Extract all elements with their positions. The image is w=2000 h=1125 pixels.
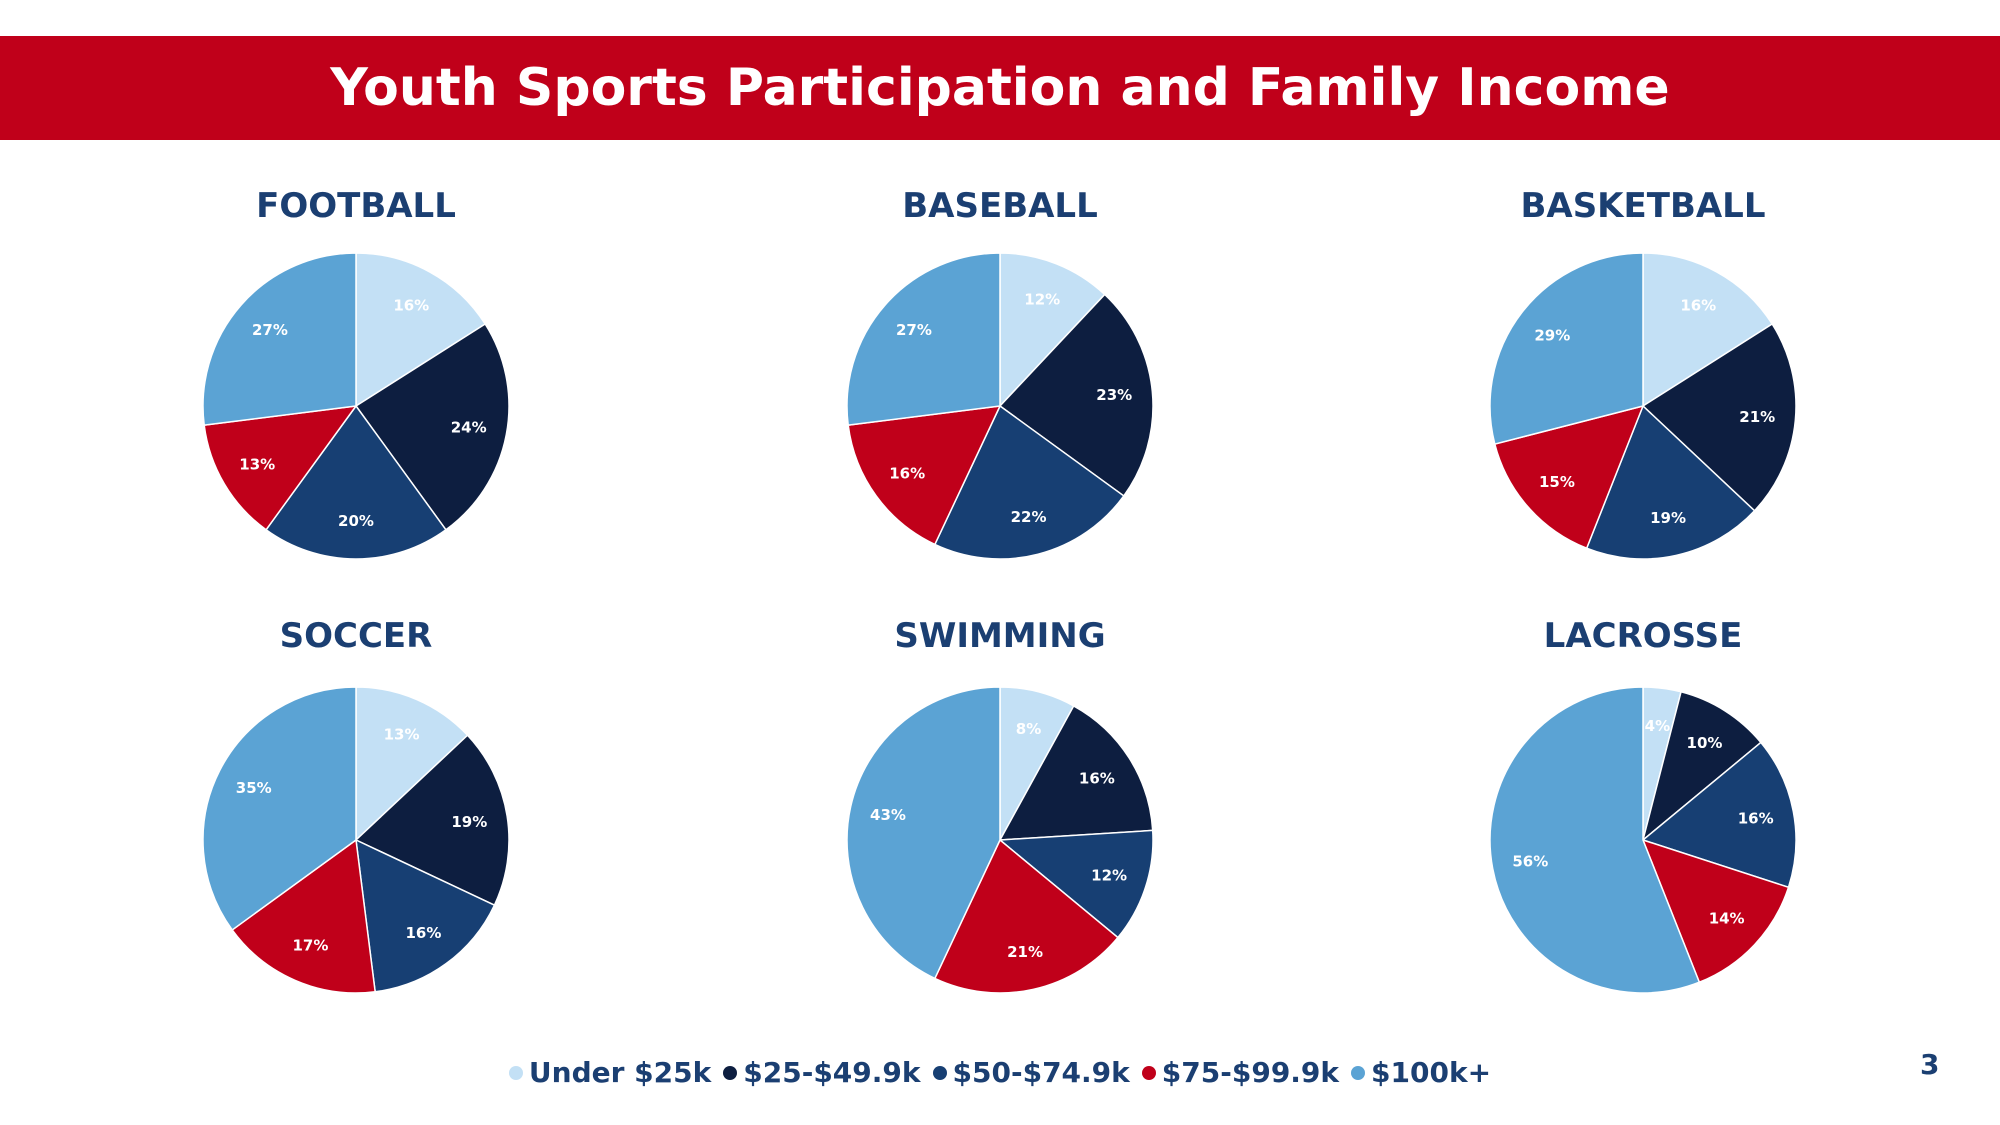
legend-item-50-74k: $50-$74.9k [932,1056,1130,1089]
chart-title-lacrosse: LACROSSE [1543,616,1743,656]
pie-slice-75-99k [847,405,1002,546]
pie-slice-75-99k [1641,838,1790,984]
legend-label-75-99k: $75-$99.9k [1161,1056,1340,1089]
pie-slice-100k-plus [202,252,357,427]
pie-slice-50-74k [355,838,496,993]
slice-label-75-99k: 21% [1007,943,1043,961]
chart-title-baseball: BASEBALL [902,186,1098,226]
chart-title-swimming: SWIMMING [894,616,1106,656]
legend-label-25-49k: $25-$49.9k [743,1056,921,1089]
pie-slice-50-74k [265,404,447,560]
pie-chart-basketball: 16% 21% 19% 15% 29% [1489,252,1797,560]
slice-label-25-49k: 24% [451,419,487,437]
legend-label-under-25k: Under $25k [528,1056,712,1089]
slice-label-50-74k: 12% [1091,866,1127,884]
legend-item-75-99k: $75-$99.9k [1141,1056,1340,1089]
pie-slice-25-49k [998,704,1154,841]
slice-label-75-99k: 14% [1709,910,1745,928]
slice-label-under-25k: 16% [1680,296,1716,314]
pie-chart-soccer: 13% 19% 16% 17% 35% [202,686,510,994]
pie-slice-75-99k [933,838,1119,994]
pie-slice-100k-plus [846,252,1001,427]
legend-label-100k-plus: $100k+ [1371,1056,1492,1089]
title-bar: Youth Sports Participation and Family In… [0,36,2000,140]
pie-slice-under-25k [999,252,1106,408]
slice-label-75-99k: 13% [239,455,275,473]
pie-slice-100k-plus [1489,252,1644,445]
slice-label-under-25k: 12% [1024,290,1060,308]
pie-chart-football: 16% 24% 20% 13% 27% [202,252,510,560]
slice-label-75-99k: 15% [1539,473,1575,491]
pie-slice-75-99k [203,405,358,531]
pie-slice-75-99k [1493,404,1645,550]
chart-title-basketball: BASKETBALL [1520,186,1766,226]
pie-chart-lacrosse: 4% 10% 16% 14% 56% [1489,686,1797,994]
legend-dot-under-25k [508,1065,523,1080]
legend-item-100k-plus: $100k+ [1351,1056,1491,1089]
pie-slice-25-49k [354,734,510,907]
pie-slice-under-25k [355,686,469,842]
slice-label-100k-plus: 35% [236,779,272,797]
pie-chart-swimming: 8% 16% 12% 21% 43% [846,686,1154,994]
legend-dot-50-74k [932,1065,947,1080]
pie-slice-50-74k [998,829,1154,939]
slice-label-under-25k: 8% [1016,720,1041,738]
slice-label-100k-plus: 29% [1534,327,1570,345]
pie-slice-25-49k [998,293,1154,497]
pie-slice-100k-plus [1489,686,1701,994]
slice-label-50-74k: 16% [1738,809,1774,827]
slice-label-75-99k: 16% [889,464,925,482]
slice-label-25-49k: 16% [1079,770,1115,788]
pie-slice-75-99k [231,838,377,994]
slice-label-under-25k: 16% [393,296,429,314]
legend-item-25-49k: $25-$49.9k [723,1056,921,1089]
pie-slice-50-74k [1641,741,1797,889]
slice-label-under-25k: 13% [384,726,420,744]
pie-slice-25-49k [354,322,510,531]
pie-slice-100k-plus [846,686,1001,980]
page-number: 3 [1920,1048,1940,1081]
chart-title-soccer: SOCCER [279,616,433,656]
slice-label-50-74k: 19% [1650,509,1686,527]
legend: Under $25k $25-$49.9k $50-$74.9k $75-$99… [0,1056,2000,1089]
legend-dot-25-49k [723,1065,738,1080]
slice-label-25-49k: 10% [1687,734,1723,752]
slice-label-100k-plus: 56% [1512,853,1548,871]
slice-label-25-49k: 21% [1739,408,1775,426]
pie-slice-100k-plus [202,686,357,931]
slice-label-50-74k: 20% [338,512,374,530]
legend-item-under-25k: Under $25k [508,1056,712,1089]
legend-dot-100k-plus [1351,1065,1366,1080]
page-title: Youth Sports Participation and Family In… [330,58,1670,118]
pie-chart-baseball: 12% 23% 22% 16% 27% [846,252,1154,560]
pie-slice-under-25k [355,252,487,408]
pie-slice-25-49k [1641,322,1797,512]
chart-title-football: FOOTBALL [256,186,456,226]
slice-label-50-74k: 16% [405,924,441,942]
slice-label-100k-plus: 27% [896,321,932,339]
slice-label-25-49k: 23% [1096,386,1132,404]
legend-label-50-74k: $50-$74.9k [952,1056,1130,1089]
slice-label-50-74k: 22% [1011,508,1047,526]
slice-label-25-49k: 19% [451,813,487,831]
slice-label-100k-plus: 43% [870,806,906,824]
legend-dot-75-99k [1141,1065,1156,1080]
slice-label-75-99k: 17% [292,936,328,954]
pie-slice-25-49k [1641,690,1762,843]
slice-label-100k-plus: 27% [252,321,288,339]
pie-slice-under-25k [1642,252,1774,408]
slice-label-under-25k: 4% [1645,717,1670,735]
